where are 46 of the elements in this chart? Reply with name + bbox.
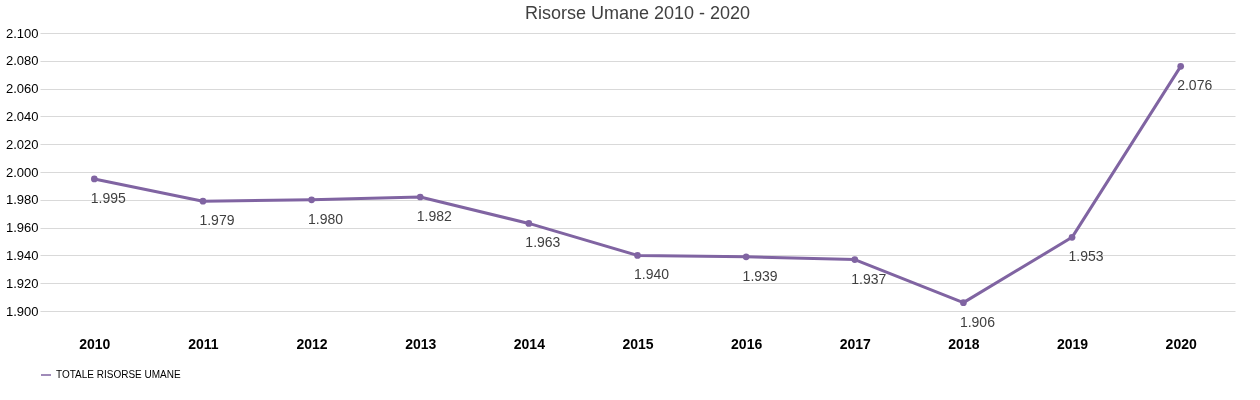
point <box>525 220 533 227</box>
data-label: 1.953 <box>1068 248 1104 265</box>
y-tick-label: 1.960 <box>5 220 39 236</box>
x-tick-label: 2020 <box>1165 335 1197 352</box>
y-tick-label: 2.080 <box>5 53 39 69</box>
data-label: 1.995 <box>90 189 127 206</box>
x-tick-label: 2010 <box>79 335 111 352</box>
point <box>199 197 207 205</box>
data-label: 1.906 <box>959 313 996 330</box>
data-label: 1.937 <box>851 270 887 287</box>
y-tick-label: 2.040 <box>5 108 39 124</box>
y-tick-label: 1.980 <box>5 192 39 208</box>
data-label: 1.982 <box>416 208 452 225</box>
data-label: 1.979 <box>199 212 235 229</box>
y-tick-label: 2.060 <box>5 81 39 97</box>
data-label: 1.963 <box>525 234 561 251</box>
x-tick-label: 2014 <box>513 335 546 352</box>
data-label: 1.980 <box>308 210 344 227</box>
y-tick-label: 2.020 <box>5 136 39 152</box>
y-tick-label: 1.900 <box>5 303 39 319</box>
data-label: 1.940 <box>633 266 670 283</box>
y-tick-label: 2.100 <box>5 25 39 41</box>
legend-label: TOTALE RISORSE UMANE <box>56 369 181 380</box>
y-tick-label: 2.000 <box>5 164 39 180</box>
point <box>851 256 859 263</box>
x-tick-label: 2017 <box>839 335 872 352</box>
data-label: 2.076 <box>1177 77 1213 94</box>
y-tick-label: 1.920 <box>5 275 39 291</box>
point <box>1177 63 1185 70</box>
chart-title: Risorse Umane 2010 - 2020 <box>524 3 751 23</box>
point <box>416 193 424 201</box>
point <box>634 252 641 259</box>
x-tick-label: 2016 <box>731 335 763 352</box>
x-tick-label: 2019 <box>1056 335 1089 352</box>
point <box>1068 233 1076 241</box>
point <box>742 253 750 261</box>
x-tick-label: 2013 <box>405 335 437 352</box>
y-tick-label: 1.940 <box>5 247 39 263</box>
x-tick-label: 2012 <box>296 335 328 352</box>
point <box>960 299 967 307</box>
data-label: 1.939 <box>742 267 778 284</box>
point <box>90 175 98 183</box>
x-tick-label: 2015 <box>622 335 654 352</box>
point <box>308 196 315 204</box>
x-tick-label: 2011 <box>188 335 219 352</box>
x-tick-label: 2018 <box>948 335 980 352</box>
